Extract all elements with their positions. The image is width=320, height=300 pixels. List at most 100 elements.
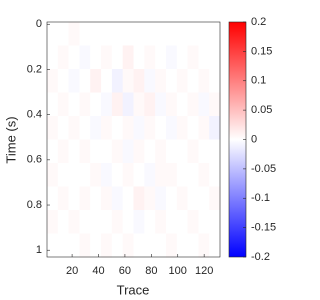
heatmap-cell [187,139,199,164]
y-axis-label: Time (s) [3,116,18,163]
heatmap-cell [165,186,178,211]
heatmap-cell [79,186,91,211]
heatmap-cell [209,139,221,164]
heatmap-cell [122,116,134,140]
heatmap-cell [47,116,59,140]
heatmap-cell [198,186,210,211]
heatmap-cell [57,92,69,117]
heatmap-cell [187,210,199,234]
heatmap-cell [68,210,80,234]
heatmap-cell [57,45,69,70]
x-tick-label: 60 [119,265,131,277]
heatmap-cell [144,163,156,187]
heatmap-cell [90,210,102,234]
heatmap-cell [198,22,210,46]
heatmap-cell [165,210,178,234]
colorbar-tick-label: 0.15 [251,45,272,57]
heatmap-cell [176,22,188,46]
heatmap-cell [165,233,178,258]
colorbar-tick-label: 0 [251,133,257,145]
heatmap-cell [79,233,91,258]
heatmap-cell [176,186,188,211]
heatmap-cell [68,163,80,187]
heatmap-cell [47,22,59,46]
heatmap-cell [198,233,210,258]
heatmap-cell [187,163,199,187]
heatmap-cell [101,116,113,140]
heatmap-cell [133,163,145,187]
heatmap-cell [198,210,210,234]
heatmap-cell [209,116,221,140]
heatmap-cell [144,210,156,234]
heatmap-cell [155,139,167,164]
heatmap-cell [90,116,102,140]
x-tick-label: 80 [145,265,157,277]
heatmap-cell [111,92,123,117]
heatmap-cell [90,139,102,164]
heatmap-cell [144,233,156,258]
y-tick-label: 0.6 [27,154,42,166]
heatmap-cell [144,45,156,70]
heatmap-cell [165,116,178,140]
heatmap-cell [111,210,123,234]
colorbar-tick-label: 0.2 [251,16,266,28]
heatmap-cell [68,139,80,164]
heatmap-cell [187,116,199,140]
heatmap-cell [101,186,113,211]
heatmap-cell [90,22,102,46]
y-tick-label: 0 [36,18,42,30]
heatmap-cell [79,163,91,187]
heatmap-cell [57,210,69,234]
heatmap-cell [155,233,167,258]
heatmap-cell [101,22,113,46]
colorbar-tick-label: 0.05 [251,104,272,116]
heatmap-cell [165,92,178,117]
heatmap-cell [79,139,91,164]
heatmap-cell [47,210,59,234]
heatmap-cell [68,45,80,70]
heatmap-cell [165,139,178,164]
heatmap-cell [209,186,221,211]
heatmap-cell [111,22,123,46]
heatmap-cell [122,186,134,211]
heatmap-cell [122,45,134,70]
heatmap-cell [57,22,69,46]
heatmap-cell [187,69,199,93]
heatmap-cell [144,69,156,93]
heatmap-cell [155,163,167,187]
heatmap-cell [101,45,113,70]
heatmap-cell [198,116,210,140]
heatmap-cell [68,22,80,46]
heatmap-cell [155,22,167,46]
heatmap-cell [176,163,188,187]
heatmap-cell [101,163,113,187]
heatmap-cell [122,210,134,234]
heatmap-cell [90,45,102,70]
heatmap-cell [47,186,59,211]
chart: Trace Time (s) 20 40 60 80 100 120 0 0.2 0.4 0.6 0… [3,16,276,298]
heatmap-cell [144,186,156,211]
heatmap-cell [47,139,59,164]
heatmap-cell [209,163,221,187]
x-tick-label: 120 [195,265,213,277]
heatmap-cell [57,69,69,93]
heatmap-cell [155,92,167,117]
heatmap-cell [198,139,210,164]
heatmap-cell [155,116,167,140]
x-tick-label: 100 [169,265,187,277]
heatmap-cell [57,116,69,140]
heatmap-cell [101,69,113,93]
heatmap-cell [209,210,221,234]
heatmap-cell [176,210,188,234]
heatmap-cell [122,139,134,164]
heatmap-cell [187,92,199,117]
y-tick-label: 0.8 [27,199,42,211]
colorbar-tick-label: 0.1 [251,75,266,87]
heatmap-cell [209,22,221,46]
heatmap-cell [111,233,123,258]
heatmap-cell [144,22,156,46]
heatmap-cell [122,69,134,93]
heatmap-cell [165,163,178,187]
heatmap-cell [165,45,178,70]
